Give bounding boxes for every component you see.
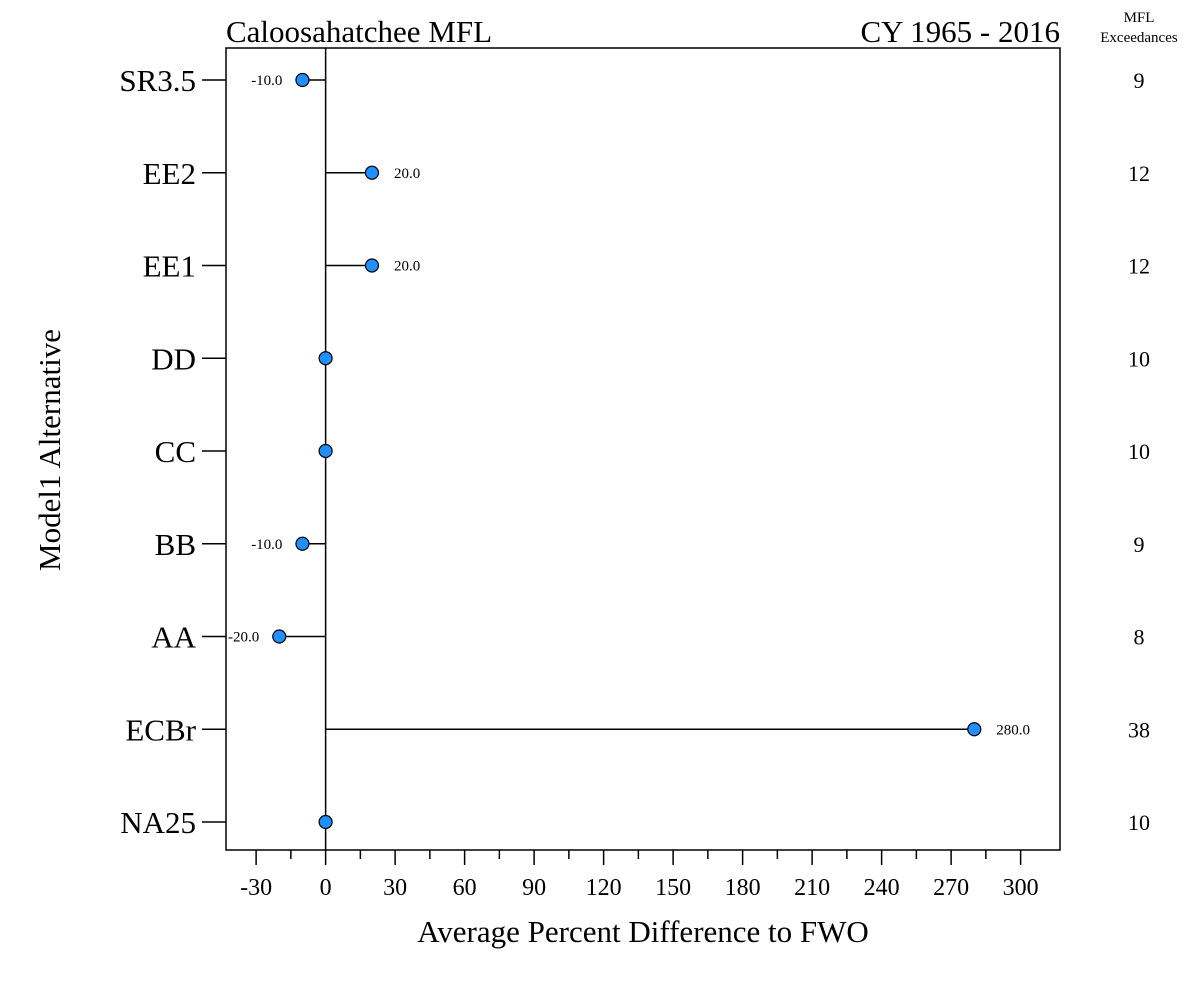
data-label: 20.0: [394, 259, 420, 275]
exceedances-header-line1: MFL: [1124, 10, 1155, 26]
x-axis-label: Average Percent Difference to FWO: [417, 914, 869, 949]
x-tick-label: -30: [240, 875, 272, 901]
x-tick-label: 180: [725, 875, 761, 901]
exceedance-count: 10: [1128, 810, 1150, 835]
exceedance-count: 12: [1128, 254, 1150, 279]
data-label: -10.0: [251, 537, 282, 553]
category-label: EE2: [143, 156, 196, 191]
exceedance-count: 12: [1128, 161, 1150, 186]
x-tick-label: 60: [453, 875, 477, 901]
category-label: EE1: [143, 249, 196, 284]
x-tick-label: 270: [933, 875, 969, 901]
data-label: 20.0: [394, 166, 420, 182]
lollipop-point: [295, 72, 310, 88]
x-tick-label: 120: [586, 875, 622, 901]
lollipop-point: [295, 536, 310, 551]
exceedance-count: 10: [1128, 439, 1150, 464]
category-label: AA: [151, 620, 196, 655]
chart-title-left: Caloosahatchee MFL: [226, 14, 492, 49]
x-tick-label: 210: [794, 875, 830, 901]
x-tick-label: 0: [320, 875, 332, 901]
x-tick-label: 300: [1003, 875, 1039, 901]
exceedances-header-line2: Exceedances: [1100, 30, 1178, 46]
lollipop-point: [364, 258, 380, 273]
y-axis-label: Model1 Alternative: [32, 329, 67, 571]
lollipop-point: [967, 722, 982, 737]
exceedance-count: 8: [1134, 625, 1145, 650]
x-tick-label: 90: [522, 875, 546, 901]
lollipop-point: [318, 814, 333, 830]
exceedance-count: 9: [1134, 532, 1145, 557]
lollipop-point: [318, 443, 333, 459]
category-label: DD: [151, 341, 196, 376]
category-label: CC: [155, 434, 196, 469]
lollipop-point: [318, 351, 333, 366]
data-label: -10.0: [251, 73, 282, 89]
category-label: ECBr: [125, 712, 196, 747]
x-tick-label: 30: [383, 875, 407, 901]
chart-title-right: CY 1965 - 2016: [861, 14, 1061, 49]
lollipop-point: [272, 629, 287, 644]
category-label: BB: [155, 527, 196, 562]
category-label: NA25: [120, 805, 196, 840]
exceedance-count: 9: [1134, 68, 1145, 93]
exceedance-count: 10: [1128, 346, 1150, 371]
exceedance-count: 38: [1128, 717, 1150, 742]
x-tick-label: 150: [655, 875, 691, 901]
x-tick-label: 240: [864, 875, 900, 901]
plot-frame: [225, 47, 1061, 851]
lollipop-point: [364, 165, 380, 180]
category-label: SR3.5: [119, 63, 196, 98]
data-label: -20.0: [228, 630, 259, 646]
data-label: 280.0: [996, 722, 1030, 738]
chart-marks: -30 0 30 60 90 120 150 180 210 240 270 300 SR3.5 -10.…: [119, 48, 1150, 901]
